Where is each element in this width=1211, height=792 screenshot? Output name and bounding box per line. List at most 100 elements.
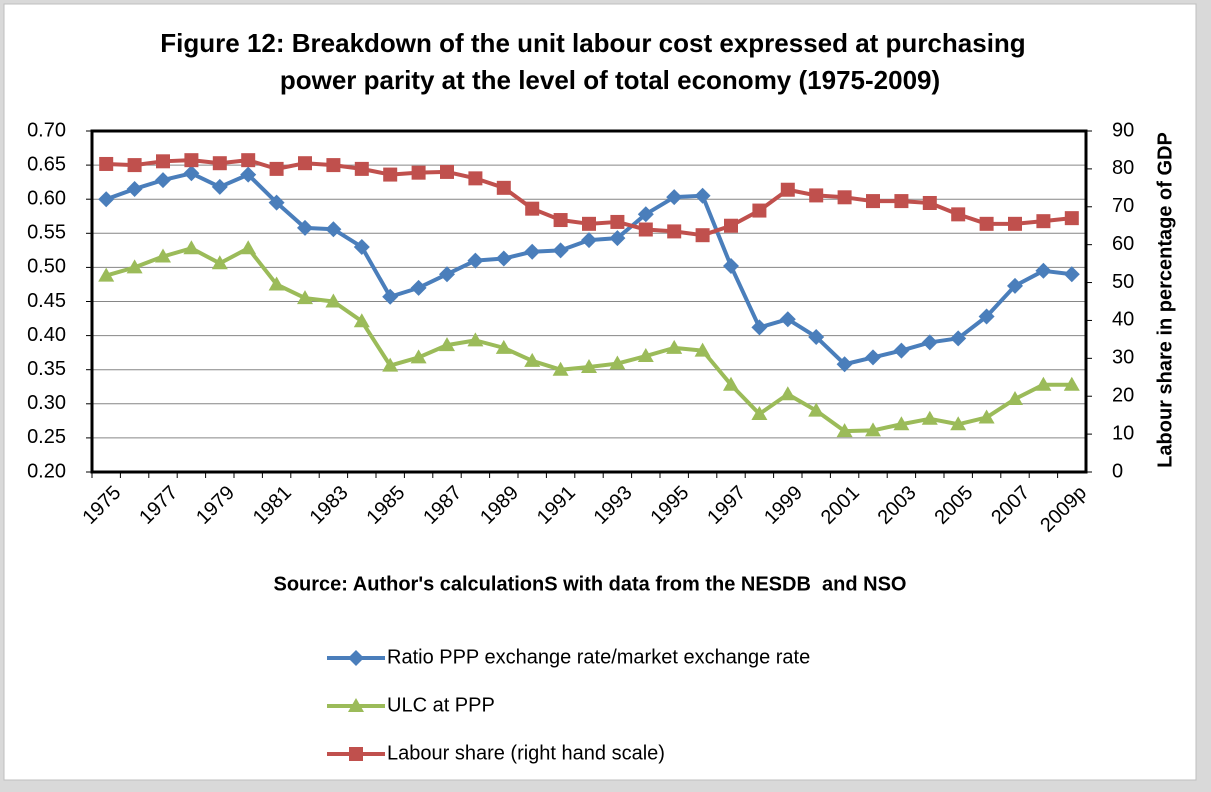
marker-square	[638, 222, 653, 237]
marker-diamond	[637, 206, 654, 223]
marker-diamond	[495, 250, 512, 267]
marker-square	[1036, 214, 1051, 229]
marker-triangle	[297, 290, 313, 305]
marker-triangle	[382, 357, 399, 372]
marker-triangle	[1035, 376, 1052, 391]
marker-diamond	[950, 330, 967, 347]
marker-diamond	[581, 232, 597, 249]
marker-diamond	[240, 166, 257, 183]
marker-triangle	[467, 332, 484, 347]
marker-diamond	[609, 230, 626, 247]
y-tick-label: 0.70	[27, 119, 66, 141]
marker-triangle	[666, 339, 683, 354]
marker-square	[440, 164, 454, 179]
y2-tick-label: 70	[1112, 195, 1134, 217]
marker-triangle	[1063, 376, 1080, 391]
marker-triangle	[495, 339, 512, 354]
marker-square	[979, 216, 994, 231]
y2-tick-label: 60	[1112, 233, 1134, 255]
chart-title: power parity at the level of total econo…	[280, 65, 940, 95]
marker-triangle	[723, 376, 739, 391]
marker-square	[241, 153, 256, 168]
marker-square	[156, 154, 170, 169]
y-tick-label: 0.60	[27, 187, 66, 209]
y-tick-label: 0.40	[27, 324, 66, 346]
marker-diamond	[723, 258, 739, 275]
marker-square	[866, 194, 880, 209]
marker-square	[184, 153, 199, 168]
marker-diamond	[98, 191, 115, 208]
marker-triangle	[524, 352, 541, 367]
marker-square	[127, 158, 142, 173]
marker-diamond	[410, 279, 427, 296]
marker-triangle	[268, 276, 285, 291]
marker-diamond	[439, 266, 455, 283]
y2-tick-label: 40	[1112, 309, 1134, 331]
marker-diamond	[325, 221, 342, 238]
marker-triangle	[893, 416, 910, 431]
marker-diamond	[921, 334, 938, 351]
y-tick-label: 0.50	[27, 256, 66, 278]
marker-diamond	[1063, 266, 1080, 283]
marker-triangle	[637, 348, 654, 363]
marker-square	[99, 156, 114, 171]
marker-triangle	[98, 267, 115, 282]
marker-diamond	[666, 189, 683, 206]
marker-square	[383, 167, 398, 182]
marker-diamond	[808, 328, 825, 345]
marker-triangle	[183, 240, 200, 255]
marker-diamond	[467, 252, 484, 269]
y2-tick-label: 90	[1112, 119, 1134, 141]
marker-triangle	[808, 402, 825, 417]
y2-axis-title: Labour share in percentage of GDP	[1154, 132, 1176, 468]
marker-triangle	[410, 349, 427, 364]
marker-triangle	[694, 342, 711, 357]
marker-triangle	[581, 358, 597, 373]
marker-square	[1008, 216, 1022, 231]
marker-diamond	[893, 342, 910, 359]
marker-diamond	[348, 650, 364, 666]
marker-triangle	[240, 240, 257, 255]
marker-diamond	[751, 319, 768, 336]
marker-square	[553, 213, 568, 228]
marker-square	[837, 190, 852, 205]
marker-square	[809, 188, 824, 203]
marker-square	[1064, 211, 1079, 226]
marker-square	[326, 158, 341, 173]
marker-diamond	[694, 187, 711, 204]
y-tick-label: 0.20	[27, 460, 66, 482]
marker-square	[780, 182, 795, 197]
marker-diamond	[865, 349, 881, 366]
marker-diamond	[1007, 277, 1023, 294]
y2-tick-label: 30	[1112, 347, 1134, 369]
marker-triangle	[836, 423, 853, 438]
marker-square	[922, 195, 937, 210]
marker-diamond	[779, 311, 796, 328]
marker-square	[411, 165, 426, 180]
marker-diamond	[353, 238, 370, 255]
y2-tick-label: 50	[1112, 271, 1134, 293]
legend-label: ULC at PPP	[387, 694, 495, 716]
y-tick-label: 0.30	[27, 392, 66, 414]
marker-diamond	[297, 219, 313, 236]
marker-diamond	[183, 165, 200, 182]
marker-triangle	[155, 248, 171, 263]
chart-frame	[3, 3, 1197, 781]
y-tick-label: 0.35	[27, 358, 66, 380]
marker-diamond	[211, 178, 228, 195]
marker-diamond	[268, 194, 285, 211]
marker-diamond	[155, 172, 171, 189]
marker-triangle	[552, 361, 569, 376]
marker-diamond	[382, 288, 399, 305]
marker-square	[582, 216, 596, 231]
marker-square	[212, 156, 227, 171]
marker-triangle	[126, 259, 143, 274]
source-note: Source: Author's calculationS with data …	[274, 573, 907, 595]
marker-triangle	[921, 410, 938, 425]
marker-triangle	[751, 406, 768, 421]
marker-square	[269, 161, 284, 176]
marker-square	[298, 156, 312, 171]
marker-triangle	[950, 416, 967, 431]
y-tick-label: 0.45	[27, 290, 66, 312]
